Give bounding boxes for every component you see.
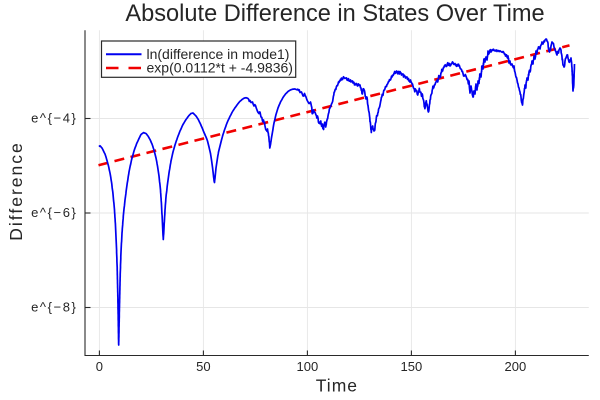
svg-text:200: 200 bbox=[505, 359, 527, 374]
svg-text:e^{−6}: e^{−6} bbox=[31, 205, 77, 220]
svg-text:exp(0.0112*t + -4.9836): exp(0.0112*t + -4.9836) bbox=[147, 60, 293, 76]
svg-text:ln(difference in mode1): ln(difference in mode1) bbox=[147, 46, 290, 62]
svg-text:e^{−8}: e^{−8} bbox=[31, 299, 77, 314]
svg-text:Difference: Difference bbox=[6, 141, 26, 240]
svg-text:150: 150 bbox=[401, 359, 423, 374]
svg-text:100: 100 bbox=[297, 359, 319, 374]
svg-text:0: 0 bbox=[96, 359, 103, 374]
svg-text:e^{−4}: e^{−4} bbox=[31, 110, 77, 125]
svg-text:Absolute Difference in States: Absolute Difference in States Over Time bbox=[125, 1, 544, 27]
svg-text:Time: Time bbox=[316, 376, 358, 396]
svg-text:50: 50 bbox=[196, 359, 210, 374]
